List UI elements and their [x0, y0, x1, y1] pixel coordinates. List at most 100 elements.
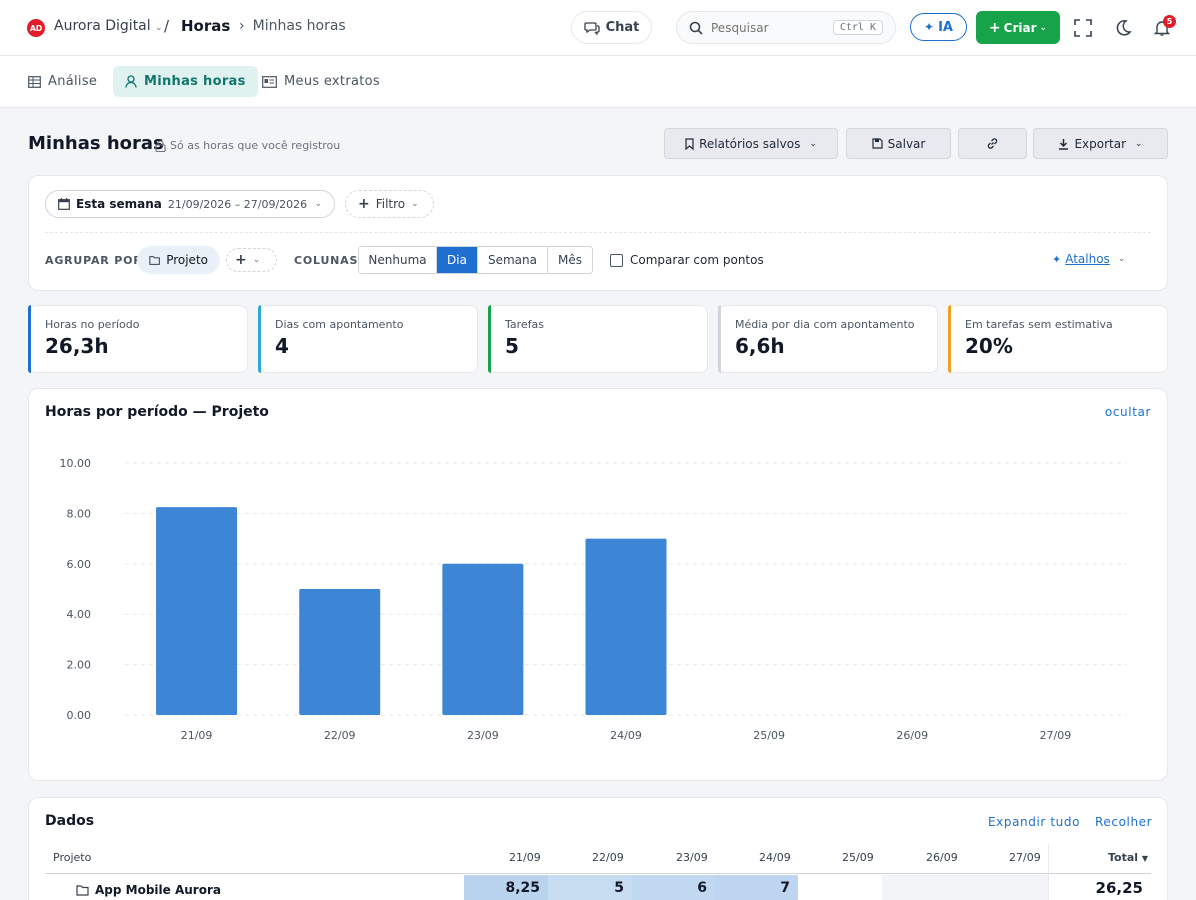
moon-icon [1116, 20, 1132, 36]
col-header-2209[interactable]: 22/09 [592, 851, 624, 864]
columns-option-mes[interactable]: Mês [548, 247, 592, 273]
col-header-2409[interactable]: 24/09 [759, 851, 791, 864]
compare-toggle[interactable]: Comparar com pontos [610, 253, 764, 267]
save-button[interactable]: Salvar [846, 128, 951, 159]
dark-mode-button[interactable] [1111, 16, 1135, 40]
tab-analise[interactable]: Análise [16, 66, 109, 97]
search-icon [689, 21, 703, 35]
columns-option-dia[interactable]: Dia [437, 247, 478, 273]
filters-card [28, 175, 1168, 291]
total-column-divider [1048, 844, 1049, 900]
period-picker[interactable]: Esta semana 21/09/2026 – 27/09/2026 ⌄ [45, 190, 335, 218]
calendar-icon [58, 198, 70, 210]
breadcrumb-current-label: Minhas horas [252, 18, 346, 34]
columns-option-semana[interactable]: Semana [478, 247, 548, 273]
save-icon [872, 138, 883, 149]
y-tick-label: 6.00 [67, 558, 92, 571]
tab-meus-extratos[interactable]: Meus extratos [250, 66, 392, 97]
row-cell-2109: 8,25 [464, 875, 548, 900]
columns-label: COLUNAS [294, 254, 359, 267]
kpi-accent [488, 305, 491, 373]
org-name: Aurora Digital [54, 18, 151, 34]
columns-option-nenhuma[interactable]: Nenhuma [359, 247, 437, 273]
chat-icon [583, 21, 600, 35]
chart-bar[interactable] [585, 538, 667, 715]
filter-label: Filtro [375, 197, 406, 211]
x-tick-label: 22/09 [324, 729, 356, 742]
tab-minhas-horas[interactable]: Minhas horas [113, 66, 258, 97]
user-icon [125, 75, 137, 88]
bookmark-icon [685, 137, 694, 150]
sort-desc-icon: ▼ [1141, 854, 1149, 863]
kpi-value: 6,6h [735, 334, 785, 358]
kpi-accent [258, 305, 261, 373]
hide-chart-link[interactable]: ocultar [1104, 405, 1151, 419]
group-by-project-chip[interactable]: Projeto [137, 246, 220, 274]
x-tick-label: 24/09 [610, 729, 642, 742]
shortcuts-menu[interactable]: ✦ Atalhos ⌄ [1052, 252, 1125, 266]
page-title: Minhas horas [28, 133, 164, 154]
col-header-projeto[interactable]: Projeto [53, 851, 92, 864]
export-label: Exportar [1074, 136, 1127, 151]
ia-button[interactable]: ✦ IA [910, 13, 967, 41]
row-cell-2409: 7 [715, 875, 798, 900]
ia-label: IA [938, 19, 953, 35]
saved-reports-button[interactable]: Relatórios salvos ⌄ [664, 128, 838, 159]
chart-title: Horas por período — Projeto [45, 404, 269, 420]
plus-icon: + [988, 19, 1001, 36]
col-header-total[interactable]: Total ▼ [1108, 851, 1148, 864]
add-filter-button[interactable]: + Filtro ⌄ [345, 190, 434, 218]
chart-card: Horas por período — Projeto ocultar 10.0… [28, 388, 1168, 781]
row-cell-2709 [965, 875, 1048, 900]
col-header-2509[interactable]: 25/09 [842, 851, 874, 864]
plus-icon: + [235, 252, 247, 268]
kpi-label: Média por dia com apontamento [735, 318, 915, 331]
compare-checkbox[interactable] [610, 253, 623, 267]
kpi-label: Em tarefas sem estimativa [965, 318, 1113, 331]
kpi-value: 4 [275, 334, 289, 358]
kpi-value: 20% [965, 334, 1013, 358]
create-button[interactable]: + Criar ⌄ [976, 11, 1060, 44]
x-tick-label: 23/09 [467, 729, 499, 742]
expand-all-link[interactable]: Expandir tudo [988, 815, 1081, 829]
org-logo[interactable]: AD [27, 19, 45, 37]
magic-wand-icon: ✦ [1052, 252, 1062, 266]
shortcuts-label: Atalhos [1065, 252, 1110, 266]
chevron-right-icon: › [239, 18, 245, 34]
fullscreen-icon [1074, 19, 1092, 37]
tab-analise-label: Análise [48, 74, 98, 89]
kpi-label: Dias com apontamento [275, 318, 404, 331]
table-row[interactable]: App Mobile Aurora [76, 883, 221, 897]
row-cell-2509 [798, 875, 882, 900]
folder-icon [76, 884, 89, 896]
col-header-2109[interactable]: 21/09 [509, 851, 541, 864]
row-cell-total: 26,25 [1095, 878, 1143, 897]
copy-link-button[interactable] [958, 128, 1027, 159]
chart-bar[interactable] [156, 507, 238, 715]
export-button[interactable]: Exportar ⌄ [1033, 128, 1168, 159]
chart-bar[interactable] [299, 589, 381, 715]
top-bar: AD Aurora Digital ⌄ / Horas › Minhas hora… [0, 0, 1196, 56]
search-box[interactable]: Ctrl K [676, 11, 896, 44]
search-input[interactable] [711, 20, 821, 35]
kpi-accent [718, 305, 721, 373]
sub-navigation: Análise Minhas horas Meus extratos [0, 56, 1196, 108]
col-header-2609[interactable]: 26/09 [926, 851, 958, 864]
data-title: Dados [45, 813, 95, 829]
col-header-2709[interactable]: 27/09 [1009, 851, 1041, 864]
chart-bar[interactable] [442, 563, 524, 715]
kpi-value: 26,3h [45, 334, 109, 358]
collapse-link[interactable]: Recolher [1095, 815, 1153, 829]
add-grouping-button[interactable]: + ⌄ [226, 248, 277, 272]
org-switcher[interactable]: Aurora Digital ⌄ [54, 18, 163, 34]
row-cell-2209: 5 [548, 875, 632, 900]
breadcrumb-section[interactable]: Horas [181, 17, 231, 35]
folder-icon [149, 255, 160, 265]
kpi-avg-per-day: Média por dia com apontamento 6,6h [718, 305, 938, 373]
chevron-down-icon: ⌄ [1135, 138, 1143, 149]
chat-button[interactable]: Chat [571, 11, 652, 44]
col-header-2309[interactable]: 23/09 [676, 851, 708, 864]
chevron-down-icon: ⌄ [411, 199, 419, 209]
chat-label: Chat [605, 20, 640, 35]
fullscreen-button[interactable] [1071, 16, 1095, 40]
